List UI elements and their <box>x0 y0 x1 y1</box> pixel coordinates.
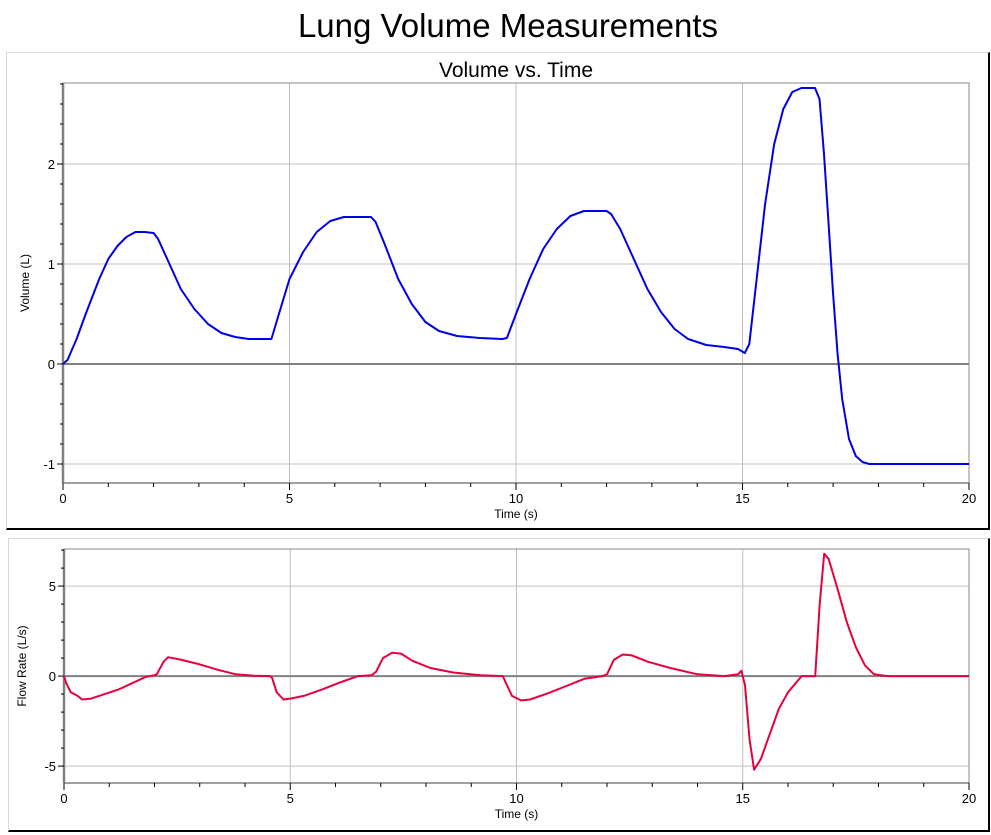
x-tick-label: 15 <box>736 791 750 806</box>
page-title: Lung Volume Measurements <box>297 7 719 44</box>
x-tick-label: 0 <box>60 791 67 806</box>
x-tick-label: 5 <box>286 491 293 506</box>
x-tick-label: 0 <box>59 491 66 506</box>
x-tick-label: 20 <box>962 791 976 806</box>
x-tick-label: 10 <box>509 791 523 806</box>
volume-chart-panel: Volume vs. Time 0 5 10 15 20 -1 0 1 2 Time (s) Volu… <box>6 52 990 530</box>
chart-subtitle: Volume vs. Time <box>439 59 593 82</box>
x-axis-label: Time (s) <box>495 807 539 821</box>
y-tick-label: -1 <box>43 457 55 472</box>
y-ticks: -1 0 1 2 <box>43 83 63 472</box>
y-tick-label: 1 <box>48 257 55 272</box>
x-tick-label: 10 <box>509 491 523 506</box>
y-axis-label: Volume (L) <box>18 254 32 312</box>
y-ticks: -5 0 5 <box>44 549 64 774</box>
y-tick-label: -5 <box>44 759 56 774</box>
y-tick-label: 0 <box>49 669 56 684</box>
volume-vs-time-chart: Volume vs. Time 0 5 10 15 20 -1 0 1 2 Time (s) Volu… <box>18 59 976 521</box>
grid <box>64 549 969 783</box>
flow-rate-chart-panel: 0 5 10 15 20 -5 0 5 Time (s) Flow Rate (L/s) <box>8 538 990 832</box>
y-tick-label: 5 <box>49 579 56 594</box>
y-axis-label: Flow Rate (L/s) <box>15 625 29 706</box>
x-ticks: 0 5 10 15 20 <box>60 783 976 806</box>
y-tick-label: 2 <box>48 157 55 172</box>
x-axis-label: Time (s) <box>494 507 538 521</box>
x-tick-label: 15 <box>735 491 749 506</box>
series-line-volume <box>62 87 969 465</box>
y-tick-label: 0 <box>48 357 55 372</box>
x-ticks: 0 5 10 15 20 <box>59 483 976 506</box>
grid <box>63 83 969 483</box>
series-line-flow-rate <box>63 552 969 771</box>
x-tick-label: 5 <box>287 791 294 806</box>
x-tick-label: 20 <box>962 491 976 506</box>
flow-rate-vs-time-chart: 0 5 10 15 20 -5 0 5 Time (s) Flow Rate (L/s) <box>15 548 976 821</box>
